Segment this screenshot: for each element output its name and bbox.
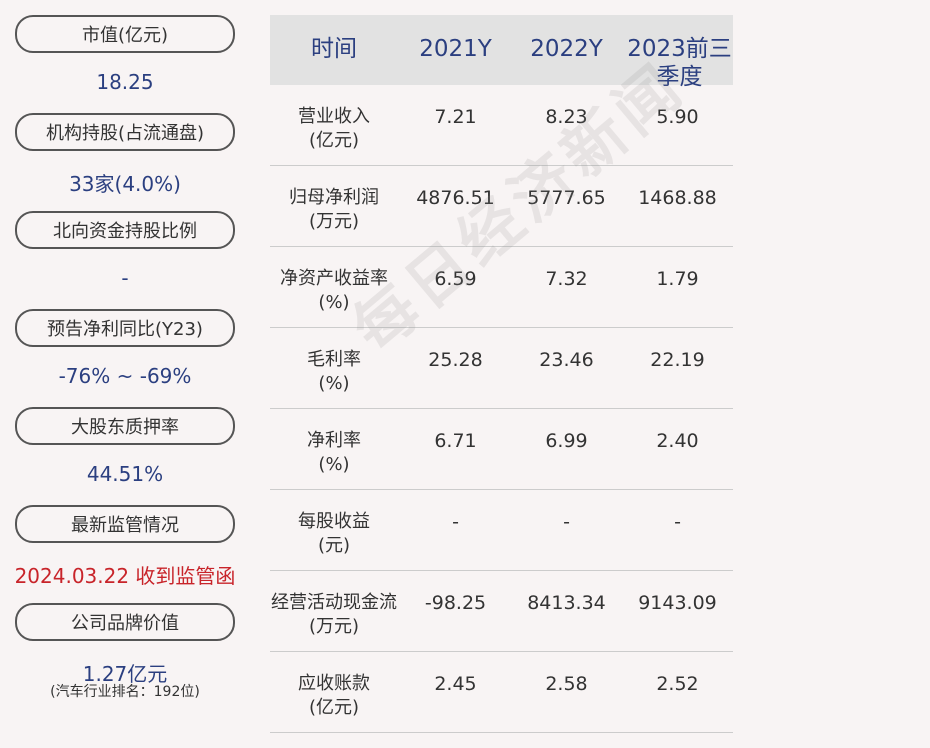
table-row: 净利率 (%) 6.71 6.99 2.40: [270, 409, 733, 490]
metric-unit: (%): [318, 292, 350, 313]
table-row: 经营活动现金流 (万元) -98.25 8413.34 9143.09: [270, 571, 733, 652]
metric-name: 净资产收益率: [280, 268, 388, 289]
cell-value: 25.28: [428, 349, 483, 371]
cell-value: 2.52: [656, 673, 699, 695]
metric-unit: (%): [318, 373, 350, 394]
pledge-ratio-label: 大股东质押率: [15, 407, 235, 445]
regulation-label: 最新监管情况: [15, 505, 235, 543]
cell-value: 5.90: [656, 106, 699, 128]
cell-value: 22.19: [650, 349, 705, 371]
table-header: 时间 2021Y 2022Y 2023前三季度: [270, 15, 733, 90]
row-metric: 归母净利润 (万元): [270, 186, 398, 234]
cell-value: 6.59: [434, 268, 477, 290]
market-cap-value: 18.25: [96, 70, 154, 94]
metric-unit: (%): [318, 454, 350, 475]
cell-value: 2.58: [545, 673, 588, 695]
cell-value: 2.40: [656, 430, 699, 452]
cell-value: 7.21: [434, 106, 477, 128]
northbound-ratio-label: 北向资金持股比例: [15, 211, 235, 249]
table-row: 每股收益 (元) - - -: [270, 490, 733, 571]
cell-value: 2.45: [434, 673, 477, 695]
header-time: 时间: [311, 36, 357, 62]
cell-value: 9143.09: [638, 592, 717, 614]
table-row: 归母净利润 (万元) 4876.51 5777.65 1468.88: [270, 166, 733, 247]
institution-holding-label: 机构持股(占流通盘): [15, 113, 235, 151]
pledge-ratio-value: 44.51%: [86, 462, 164, 486]
cell-value: 1.79: [656, 268, 699, 290]
cell-value: 6.71: [434, 430, 477, 452]
row-metric: 应收账款 (亿元): [270, 672, 398, 720]
table-row: 净资产收益率 (%) 6.59 7.32 1.79: [270, 247, 733, 328]
institution-holding-value: 33家(4.0%): [69, 172, 181, 196]
metric-unit: (亿元): [308, 697, 360, 718]
cell-value: -98.25: [424, 592, 487, 614]
row-metric: 毛利率 (%): [270, 348, 398, 396]
header-2021y: 2021Y: [419, 36, 492, 62]
row-metric: 营业收入 (亿元): [270, 105, 398, 153]
metric-name: 净利率: [307, 430, 361, 451]
row-metric: 经营活动现金流 (万元): [270, 591, 398, 639]
metric-name: 营业收入: [298, 106, 370, 127]
metric-name: 归母净利润: [289, 187, 379, 208]
metric-unit: (万元): [308, 616, 360, 637]
brand-value-label: 公司品牌价值: [15, 603, 235, 641]
brand-rank-note: (汽车行业排名：192位): [50, 684, 200, 700]
cell-value: 1468.88: [638, 187, 717, 209]
cell-value: 4876.51: [416, 187, 495, 209]
metric-name: 应收账款: [298, 673, 370, 694]
metric-unit: (元): [317, 535, 351, 556]
cell-value: 23.46: [539, 349, 594, 371]
header-2022y: 2022Y: [530, 36, 603, 62]
row-metric: 净利率 (%): [270, 429, 398, 477]
northbound-ratio-value: -: [121, 266, 129, 290]
table-row: 毛利率 (%) 25.28 23.46 22.19: [270, 328, 733, 409]
cell-value: 8413.34: [527, 592, 606, 614]
metric-name: 每股收益: [298, 511, 370, 532]
row-metric: 每股收益 (元): [270, 510, 398, 558]
regulation-value: 2024.03.22 收到监管函: [14, 564, 236, 588]
cell-value: 8.23: [545, 106, 588, 128]
table-row: 应收账款 (亿元) 2.45 2.58 2.52: [270, 652, 733, 733]
cell-value: -: [452, 511, 459, 533]
cell-value: -: [674, 511, 681, 533]
row-metric: 净资产收益率 (%): [270, 267, 398, 315]
cell-value: -: [563, 511, 570, 533]
cell-value: 5777.65: [527, 187, 606, 209]
profit-forecast-label: 预告净利同比(Y23): [15, 309, 235, 347]
table-body: 营业收入 (亿元) 7.21 8.23 5.90 归母净利润 (万元) 4876.51 5777…: [270, 85, 733, 733]
cell-value: 7.32: [545, 268, 588, 290]
cell-value: 6.99: [545, 430, 588, 452]
profit-forecast-value: -76% ~ -69%: [58, 364, 192, 388]
header-2023q3: 2023前三季度: [627, 36, 732, 90]
metric-unit: (万元): [308, 211, 360, 232]
metric-name: 毛利率: [307, 349, 361, 370]
metric-unit: (亿元): [308, 130, 360, 151]
metric-name: 经营活动现金流: [271, 592, 397, 613]
market-cap-label: 市值(亿元): [15, 15, 235, 53]
brand-value-value: 1.27亿元: [82, 662, 168, 686]
table-row: 营业收入 (亿元) 7.21 8.23 5.90: [270, 85, 733, 166]
financial-table: 时间 2021Y 2022Y 2023前三季度 营业收入 (亿元) 7.21 8.23…: [270, 15, 733, 733]
